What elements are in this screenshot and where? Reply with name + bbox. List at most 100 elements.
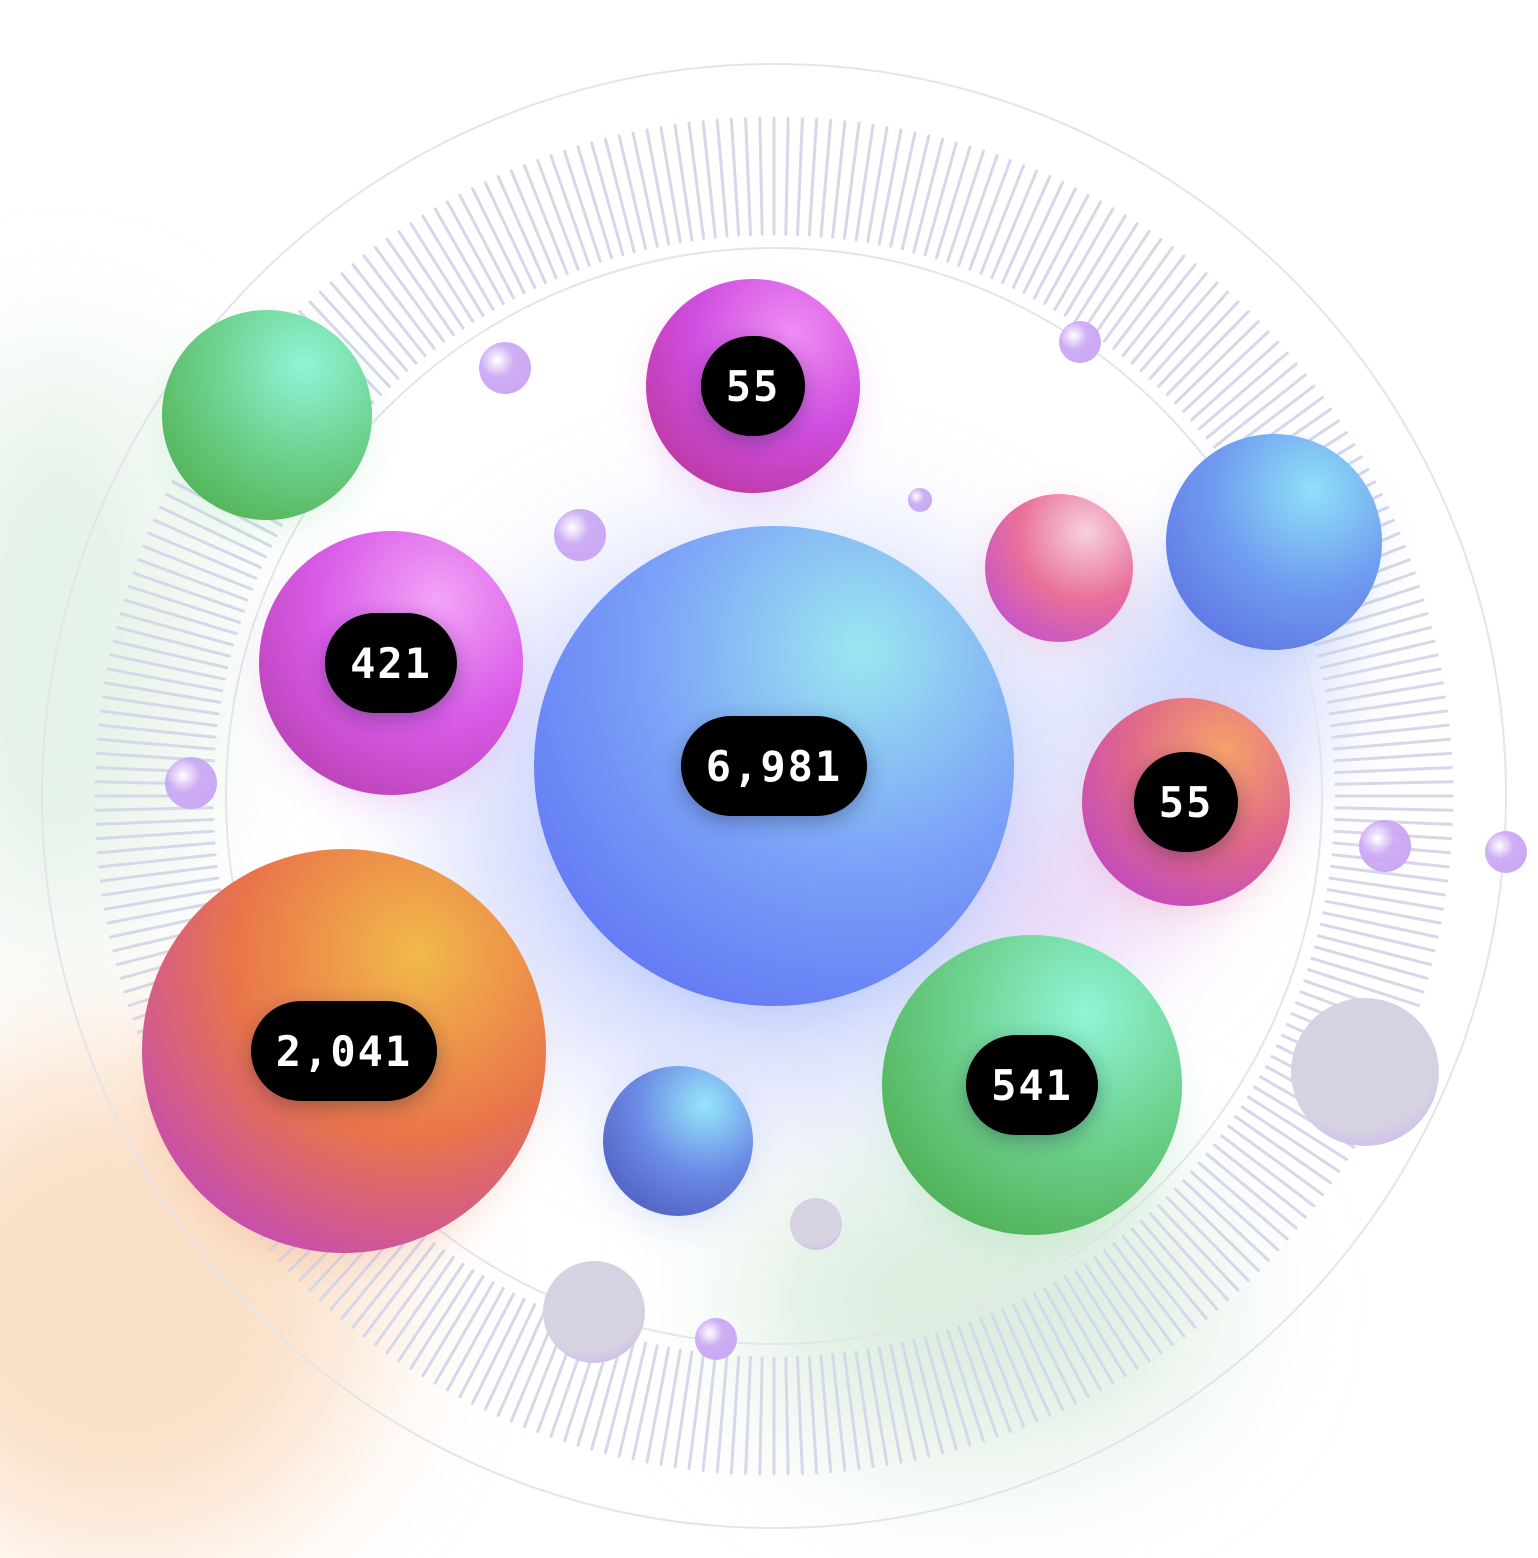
tick-mark [351, 263, 427, 358]
tick-mark [101, 876, 220, 897]
bubble-label-pill: 541 [966, 1035, 1098, 1141]
tick-mark [104, 681, 222, 704]
tick-mark [1063, 214, 1127, 317]
tick-mark [831, 120, 847, 239]
tick-mark [397, 1262, 465, 1363]
tick-mark [1032, 193, 1090, 300]
tick-mark [433, 1281, 495, 1385]
decor-dot [908, 488, 932, 512]
tick-mark [934, 1332, 972, 1447]
inner-ring [225, 247, 1323, 1345]
tick-mark [1032, 1292, 1090, 1399]
tick-mark [729, 1355, 741, 1475]
tick-mark [968, 1321, 1012, 1433]
tick-mark [1319, 922, 1436, 953]
tick-mark [112, 639, 229, 670]
tick-mark [842, 121, 861, 240]
tick-mark [123, 598, 238, 636]
tick-mark [796, 1356, 804, 1475]
tick-mark [308, 300, 391, 388]
tick-mark [433, 207, 495, 311]
tick-mark [923, 1335, 958, 1451]
tick-mark [1324, 667, 1442, 693]
tick-mark [1112, 254, 1186, 350]
tick-mark [445, 1287, 505, 1392]
pill-background [251, 1001, 437, 1101]
tick-mark [115, 625, 232, 658]
tick-mark [483, 181, 537, 289]
tick-mark [1313, 612, 1429, 647]
tick-mark [1121, 1234, 1197, 1329]
tick-mark [1190, 340, 1280, 422]
tick-mark [912, 1338, 945, 1455]
bubble-label-pill: 55 [701, 336, 805, 442]
tick-mark [1102, 246, 1174, 343]
tick-mark [744, 117, 752, 236]
data-label: 55 [726, 362, 781, 411]
pill-background [681, 716, 867, 816]
tick-mark [329, 281, 409, 373]
tick-mark [784, 1356, 790, 1476]
tick-mark [1093, 237, 1163, 336]
tick-mark [1001, 1307, 1052, 1417]
tick-mark [645, 1346, 671, 1464]
tick-mark [1022, 187, 1077, 295]
pill-background [701, 336, 805, 436]
tick-mark [1326, 888, 1444, 911]
tick-mark [784, 116, 790, 236]
tick-mark [807, 1355, 819, 1475]
tick-mark [127, 585, 241, 624]
tick-mark [1331, 723, 1450, 739]
tick-mark [1234, 1115, 1333, 1185]
tick-mark [1063, 1275, 1127, 1378]
tick-mark [889, 1344, 917, 1461]
tick-mark [744, 1356, 752, 1475]
tick-mark [1322, 653, 1439, 681]
tick-mark [1139, 1219, 1219, 1311]
data-label: 541 [991, 1061, 1073, 1110]
tick-mark [385, 1256, 455, 1355]
tick-mark [687, 1352, 706, 1471]
pill-background [966, 1035, 1098, 1135]
tick-mark [1083, 229, 1151, 330]
tick-mark [95, 818, 214, 826]
tick-mark [1073, 222, 1139, 323]
tick-mark [96, 737, 216, 751]
bubble-label-pill: 55 [1134, 752, 1238, 858]
decor-dot [1359, 820, 1411, 872]
decor-dot [1485, 831, 1527, 873]
tick-mark [409, 222, 475, 323]
tick-mark [912, 137, 945, 254]
tick-mark [1190, 1170, 1280, 1252]
tick-mark [374, 1249, 446, 1346]
tick-mark [471, 187, 526, 295]
tick-mark [631, 1344, 659, 1461]
tick-mark [877, 128, 903, 246]
tick-mark [854, 1350, 875, 1469]
tick-mark [990, 169, 1039, 280]
tick-mark [1334, 780, 1454, 786]
tick-mark [362, 1242, 436, 1338]
tick-mark [1316, 934, 1433, 967]
tick-mark [509, 169, 558, 280]
tick-mark [458, 193, 516, 300]
tick-mark [1001, 175, 1052, 285]
tick-mark [1227, 1124, 1324, 1196]
tick-mark [1212, 1143, 1307, 1219]
tick-mark [842, 1352, 861, 1471]
tick-mark [617, 134, 648, 251]
tick-mark [1310, 956, 1425, 994]
tick-mark [98, 853, 217, 869]
tick-mark [659, 126, 682, 244]
tick-mark [990, 1312, 1039, 1423]
tick-mark [889, 131, 917, 248]
tick-mark [159, 505, 267, 559]
tick-mark [729, 117, 741, 237]
tick-mark [109, 653, 226, 681]
tick-mark [576, 145, 614, 260]
tick-mark [142, 544, 253, 591]
tick-mark [1053, 207, 1115, 311]
tick-mark [1212, 373, 1307, 449]
bubble-unlabeled [603, 1066, 753, 1216]
tick-mark [1322, 911, 1439, 939]
